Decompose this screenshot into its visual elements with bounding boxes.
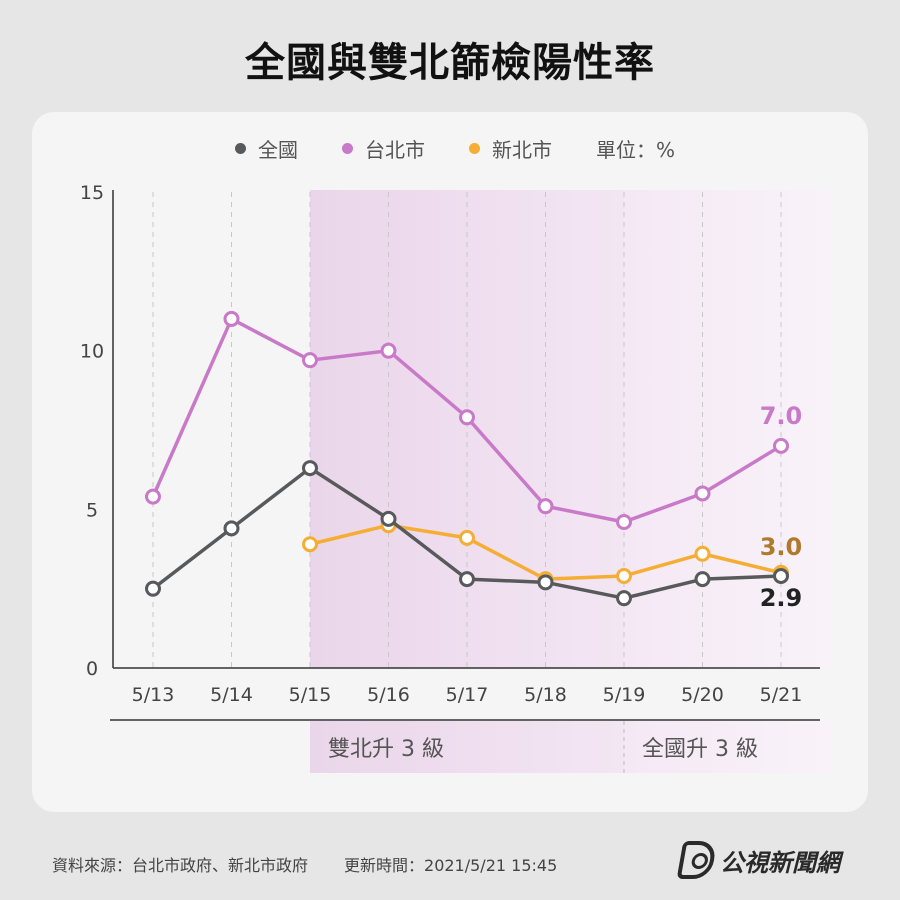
point-national-5-16: [380, 510, 397, 527]
end-label-taipei: 7.0: [760, 402, 803, 430]
legend-item-national: 全國: [234, 134, 298, 163]
point-taipei-5-14: [223, 310, 240, 327]
point-national-5-14: [223, 520, 240, 537]
band-strip-1: [310, 721, 624, 773]
point-national-5-21: [773, 567, 789, 584]
point-national-5-13: [145, 580, 161, 597]
x-tick-label-5-19: 5/19: [603, 684, 646, 706]
x-tick-label-5-21: 5/21: [760, 684, 803, 706]
legend-label-new-taipei: 新北市: [491, 138, 552, 162]
point-taipei-5-17: [459, 409, 475, 426]
end-label-national: 2.9: [760, 584, 803, 612]
point-taipei-5-18: [537, 498, 554, 515]
point-national-5-17: [459, 571, 475, 588]
point-taipei-5-16: [380, 342, 397, 359]
band-strip-2: [624, 721, 832, 773]
point-taipei-5-15: [302, 352, 318, 369]
point-national-5-15: [302, 460, 318, 477]
point-national-5-19: [616, 590, 632, 607]
point-taipei-5-19: [616, 514, 632, 531]
x-tick-label-5-18: 5/18: [524, 684, 567, 706]
legend-dot-national: [234, 143, 246, 154]
point-new-taipei-5-19: [616, 567, 632, 584]
legend-label-taipei: 台北市: [364, 138, 425, 162]
point-national-5-20: [694, 571, 711, 588]
pts-news-logo: 公視新聞網: [676, 838, 840, 882]
footer: 資料來源：台北市政府、新北市政府 更新時間：2021/5/21 15:45: [52, 852, 557, 876]
x-tick-label-5-14: 5/14: [210, 684, 253, 706]
band-label-1: 雙北升 3 級: [328, 737, 444, 762]
pts-logo-icon: [676, 841, 718, 879]
band-label-2: 全國升 3 級: [642, 737, 758, 762]
y-tick-label-5: 5: [86, 499, 98, 521]
y-tick-label-0: 0: [86, 658, 98, 680]
legend-item-new-taipei: 新北市: [468, 134, 552, 163]
point-taipei-5-21: [773, 437, 789, 454]
legend: 全國 台北市 新北市 單位：%: [0, 134, 900, 163]
x-tick-label-5-13: 5/13: [132, 684, 175, 706]
point-national-5-18: [537, 574, 554, 591]
source-note: 資料來源：台北市政府、新北市政府: [52, 856, 309, 875]
chart-title: 全國與雙北篩檢陽性率: [245, 40, 655, 86]
unit-label: 單位：%: [595, 138, 675, 162]
point-new-taipei-5-15: [302, 536, 318, 553]
point-new-taipei-5-20: [694, 545, 711, 562]
y-tick-label-15: 15: [80, 182, 104, 204]
logo-text: 公視新聞網: [720, 848, 840, 877]
x-tick-label-5-15: 5/15: [289, 684, 332, 706]
x-tick-label-5-17: 5/17: [446, 684, 489, 706]
x-tick-label-5-20: 5/20: [681, 684, 724, 706]
update-time: 更新時間：2021/5/21 15:45: [344, 856, 558, 875]
point-taipei-5-20: [694, 485, 711, 502]
legend-label-national: 全國: [257, 138, 298, 162]
point-taipei-5-13: [145, 488, 161, 505]
end-label-new-taipei: 3.0: [760, 533, 803, 561]
legend-unit: 單位：%: [596, 134, 675, 163]
x-tick-label-5-16: 5/16: [367, 684, 410, 706]
point-new-taipei-5-17: [459, 529, 475, 546]
legend-dot-new-taipei: [468, 143, 480, 154]
legend-dot-taipei: [341, 143, 353, 154]
y-tick-label-10: 10: [80, 341, 104, 363]
legend-item-taipei: 台北市: [341, 134, 425, 163]
